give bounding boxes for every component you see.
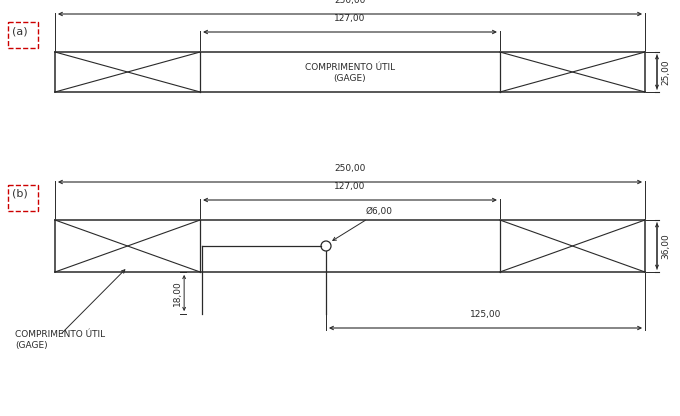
Text: COMPRIMENTO ÚTIL: COMPRIMENTO ÚTIL bbox=[15, 330, 105, 339]
Bar bbox=[8, 185, 38, 211]
Text: COMPRIMENTO ÚTIL: COMPRIMENTO ÚTIL bbox=[305, 64, 395, 72]
Text: 127,00: 127,00 bbox=[335, 14, 366, 23]
Text: (GAGE): (GAGE) bbox=[15, 341, 48, 350]
Text: Ø6,00: Ø6,00 bbox=[333, 207, 393, 240]
Text: 25,00: 25,00 bbox=[661, 59, 670, 85]
Text: 127,00: 127,00 bbox=[335, 182, 366, 191]
Text: 36,00: 36,00 bbox=[661, 233, 670, 259]
Text: (b): (b) bbox=[12, 189, 28, 199]
Text: 125,00: 125,00 bbox=[470, 310, 501, 319]
Text: 18,00: 18,00 bbox=[173, 280, 182, 306]
Text: (GAGE): (GAGE) bbox=[334, 74, 367, 82]
Text: (a): (a) bbox=[12, 26, 28, 36]
Text: 250,00: 250,00 bbox=[335, 164, 366, 173]
Text: 250,00: 250,00 bbox=[335, 0, 366, 5]
Bar bbox=[8, 22, 38, 48]
